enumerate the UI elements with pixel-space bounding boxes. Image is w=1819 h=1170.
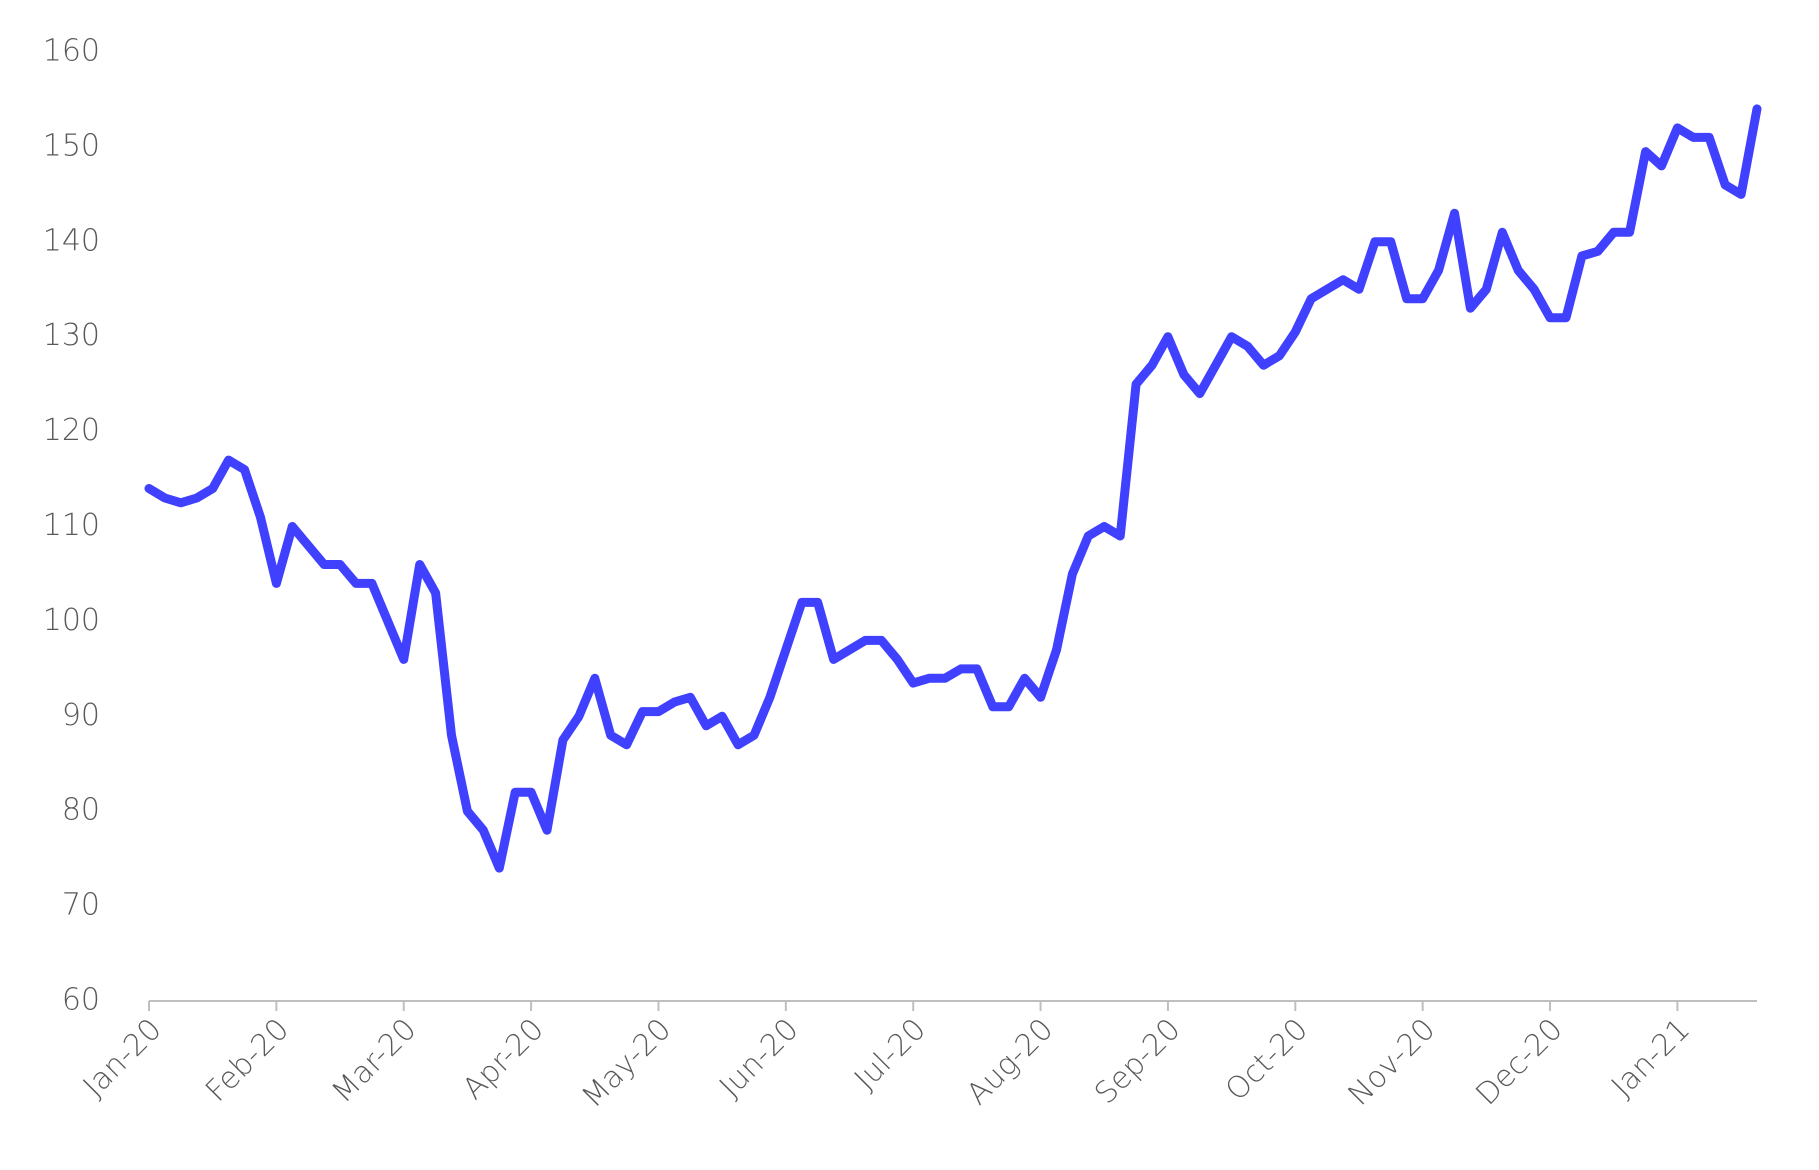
x-tick-label: Jan-21: [1605, 1012, 1697, 1104]
y-tick-label: 90: [62, 698, 100, 733]
x-tick-label: Feb-20: [199, 1012, 296, 1109]
line-series: [144, 104, 1762, 873]
y-tick-label: 80: [62, 793, 100, 828]
x-tick-label: Oct-20: [1219, 1012, 1315, 1108]
x-tick-label: Sep-20: [1088, 1012, 1187, 1111]
y-tick-label: 130: [43, 318, 100, 353]
x-tick-label: Aug-20: [960, 1012, 1060, 1112]
y-tick-label: 100: [43, 603, 100, 638]
y-tick-label: 110: [43, 508, 100, 543]
x-tick-label: Dec-20: [1469, 1012, 1569, 1112]
x-tick-label: Jul-20: [848, 1012, 933, 1097]
y-tick-label: 60: [62, 983, 100, 1018]
y-tick-label: 150: [43, 128, 100, 163]
y-tick-label: 70: [62, 888, 100, 923]
x-tick-label: Jun-20: [713, 1012, 806, 1105]
y-tick-label: 140: [43, 223, 100, 258]
x-tick-label: Apr-20: [456, 1012, 551, 1107]
y-tick-label: 160: [43, 34, 100, 69]
x-tick-label: Jan-20: [77, 1012, 169, 1104]
x-tick-label: Nov-20: [1342, 1012, 1443, 1113]
y-tick-label: 120: [43, 413, 100, 448]
x-tick-label: Mar-20: [325, 1012, 423, 1110]
x-tick-label: May-20: [575, 1012, 678, 1115]
